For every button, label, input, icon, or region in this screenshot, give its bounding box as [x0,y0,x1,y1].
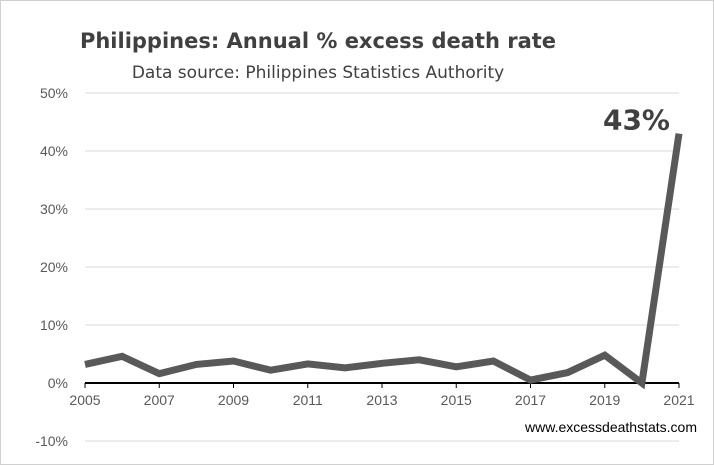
data-point [156,371,162,377]
x-tick-label: 2019 [589,392,620,408]
y-tick-label: 50% [40,85,68,101]
y-tick-label: -10% [35,433,68,449]
gridlines [85,92,679,442]
data-point [416,357,422,363]
chart-subtitle: Data source: Philippines Statistics Auth… [132,63,504,83]
watermark-text: www.excessdeathstats.com [524,419,697,435]
series-layer [82,131,683,390]
data-label-peak: 43% [603,104,670,137]
y-tick-label: 30% [40,201,68,217]
data-point [342,365,348,371]
data-point [193,361,199,367]
data-point [119,353,125,359]
series-line [84,133,683,390]
data-point [602,352,608,358]
data-point [231,358,237,364]
x-tick-label: 2015 [441,392,472,408]
x-tick-label: 2005 [69,392,100,408]
data-point [379,360,385,366]
y-tick-label: 0% [48,375,68,391]
data-point [528,377,534,383]
annotations: 43% [603,104,670,137]
data-point [676,131,682,137]
x-tick-label: 2021 [663,392,694,408]
data-point [565,370,571,376]
data-point [305,361,311,367]
data-point [82,361,88,367]
x-axis-tick-labels: 2005 2007 2009 2011 2013 2015 2017 2019 2021 [69,383,695,408]
x-tick-label: 2011 [293,392,323,408]
x-tick-label: 2009 [218,392,249,408]
y-tick-label: 20% [40,259,68,275]
data-point [490,358,496,364]
data-point [268,367,274,373]
x-tick-label: 2013 [366,392,397,408]
data-point [639,380,645,386]
x-tick-label: 2007 [144,392,175,408]
y-axis-tick-labels: -10% 0% 10% 20% 30% 40% 50% [35,85,68,449]
y-tick-label: 40% [40,143,68,159]
chart-title: Philippines: Annual % excess death rate [80,29,556,53]
data-point [453,364,459,370]
x-tick-label: 2017 [515,392,546,408]
y-tick-label: 10% [40,317,68,333]
